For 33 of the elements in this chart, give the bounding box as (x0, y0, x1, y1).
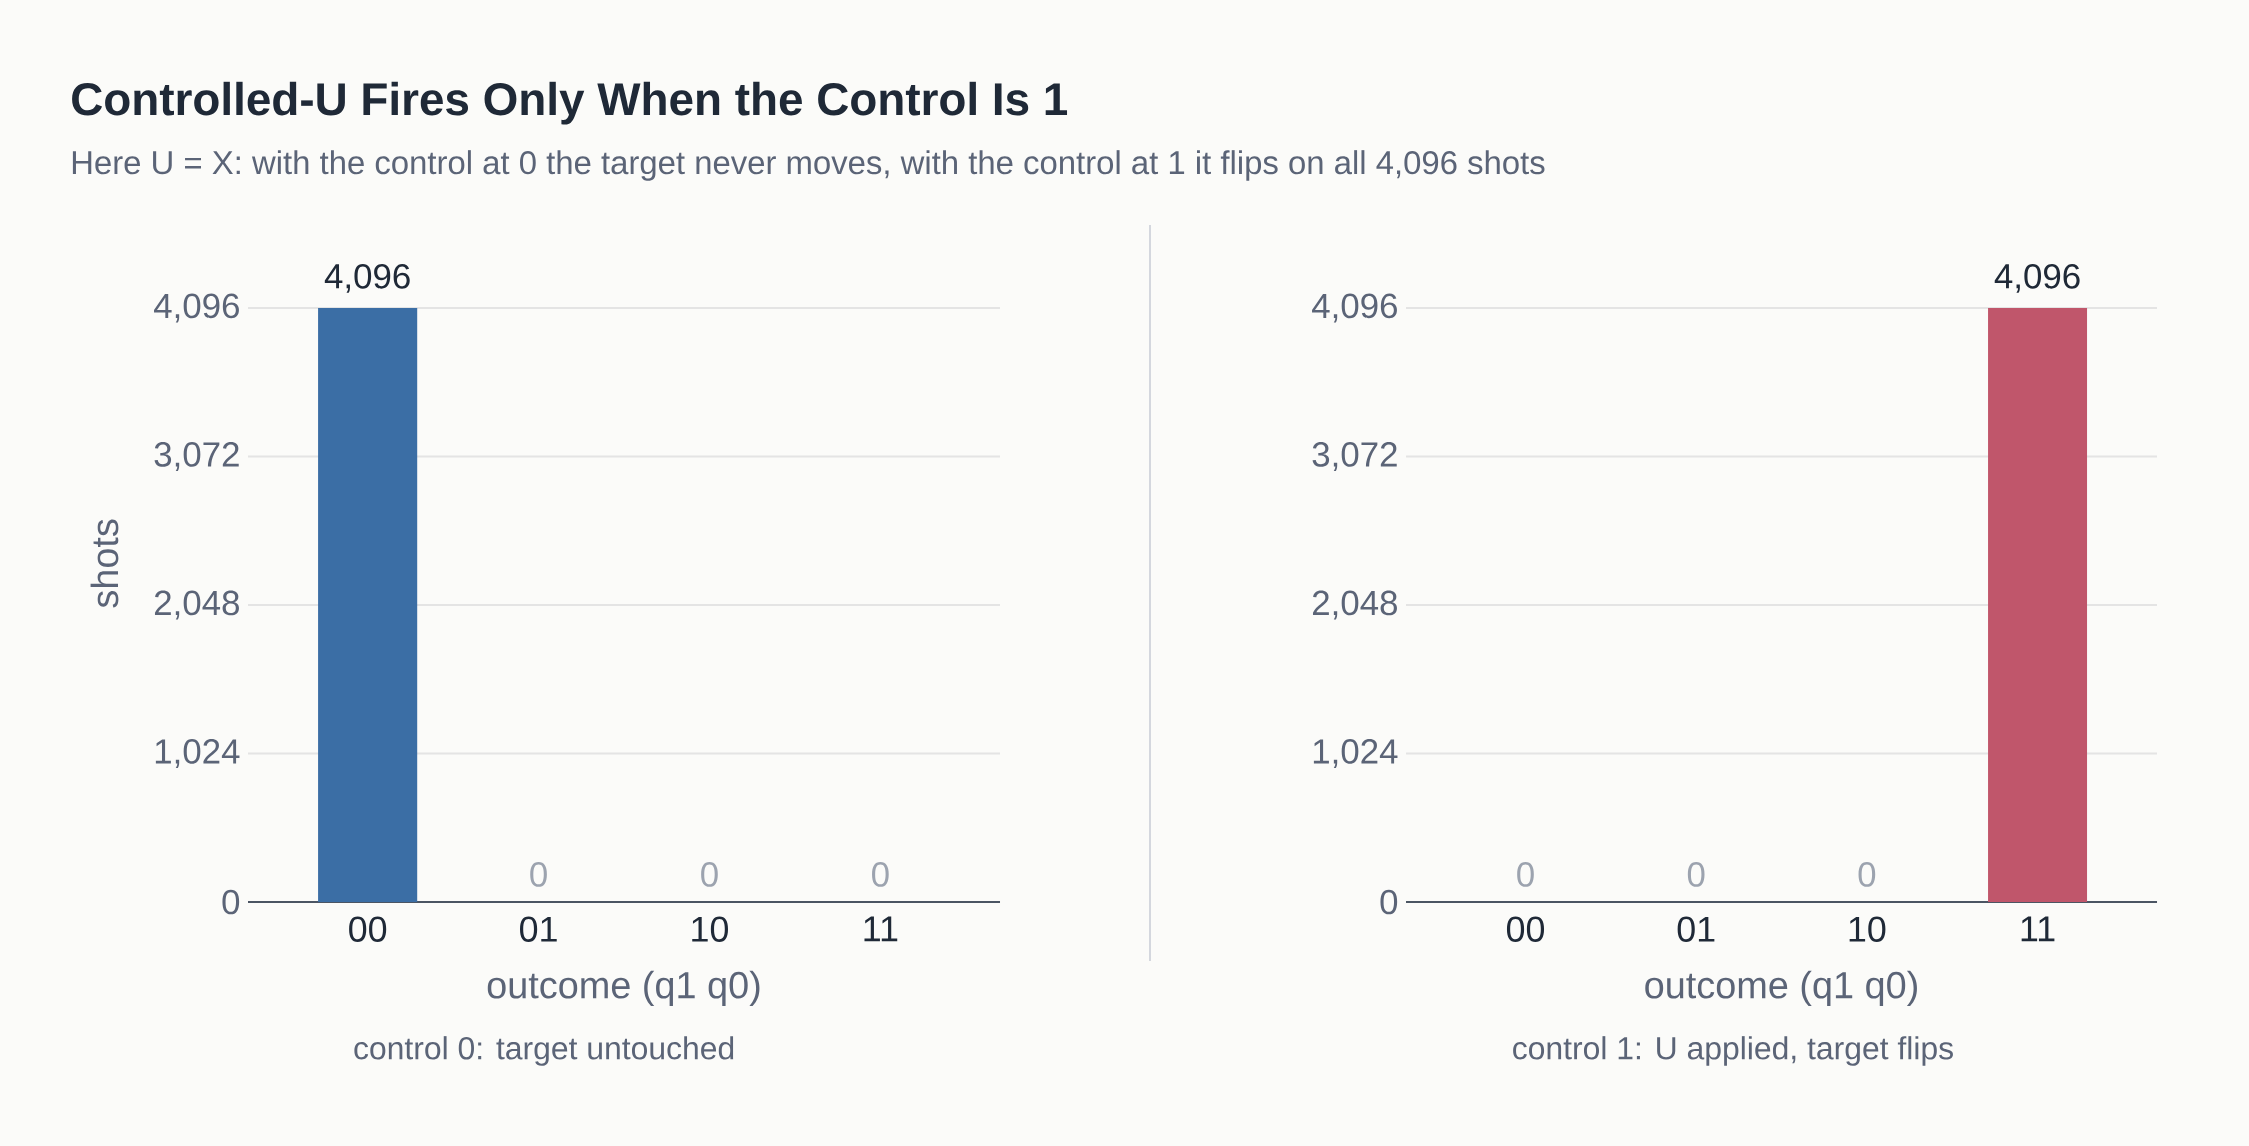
x-tick-label: 01 (1677, 916, 1715, 942)
x-axis-title: outcome (q1 q0) (487, 970, 760, 1007)
x-tick-label: 10 (692, 916, 728, 942)
data-label: 0 (1687, 862, 1705, 887)
x-axis-title: outcome (q1 q0) (1645, 970, 1917, 1007)
x-tick-label: 00 (1506, 916, 1545, 942)
y-tick-label: 3,072 (154, 442, 239, 471)
chart-subtitle: Here U = X: with the control at 0 the target never moves, with the control at 1 it flips on all 4,096 shots (72, 150, 1545, 181)
x-tick-label: 00 (349, 916, 387, 942)
text: control 1: U applied, target flips (1513, 1036, 1953, 1066)
data-label: 0 (1517, 862, 1534, 887)
text: control 0: target untouched (354, 1036, 734, 1066)
data-label: 4,096 (1994, 263, 2080, 293)
y-tick-label: 3,072 (1312, 442, 1397, 471)
data-label: 0 (701, 862, 718, 887)
x-tick-label: 10 (1849, 916, 1886, 942)
data-label: 0 (530, 862, 547, 887)
y-tick-label: 4,096 (1312, 293, 1397, 323)
y-tick-label: 1,024 (155, 739, 240, 768)
x-tick-label: 11 (864, 916, 898, 942)
data-label: 0 (1858, 862, 1876, 887)
chart-title: Controlled-U Fires Only When the Control Is 1 (72, 81, 1068, 125)
y-tick-label: 2,048 (154, 590, 239, 620)
y-tick-label: 0 (1380, 889, 1398, 915)
y-tick-label: 1,024 (1313, 739, 1398, 768)
y-tick-label: 0 (222, 889, 240, 915)
y-axis-title: shots (90, 519, 119, 608)
data-label: 0 (872, 862, 889, 887)
data-label: 4,096 (324, 263, 410, 293)
y-tick-label: 2,048 (1312, 590, 1397, 620)
y-tick-label: 4,096 (154, 293, 239, 323)
x-tick-label: 01 (520, 916, 557, 942)
x-tick-label: 11 (2021, 916, 2055, 942)
